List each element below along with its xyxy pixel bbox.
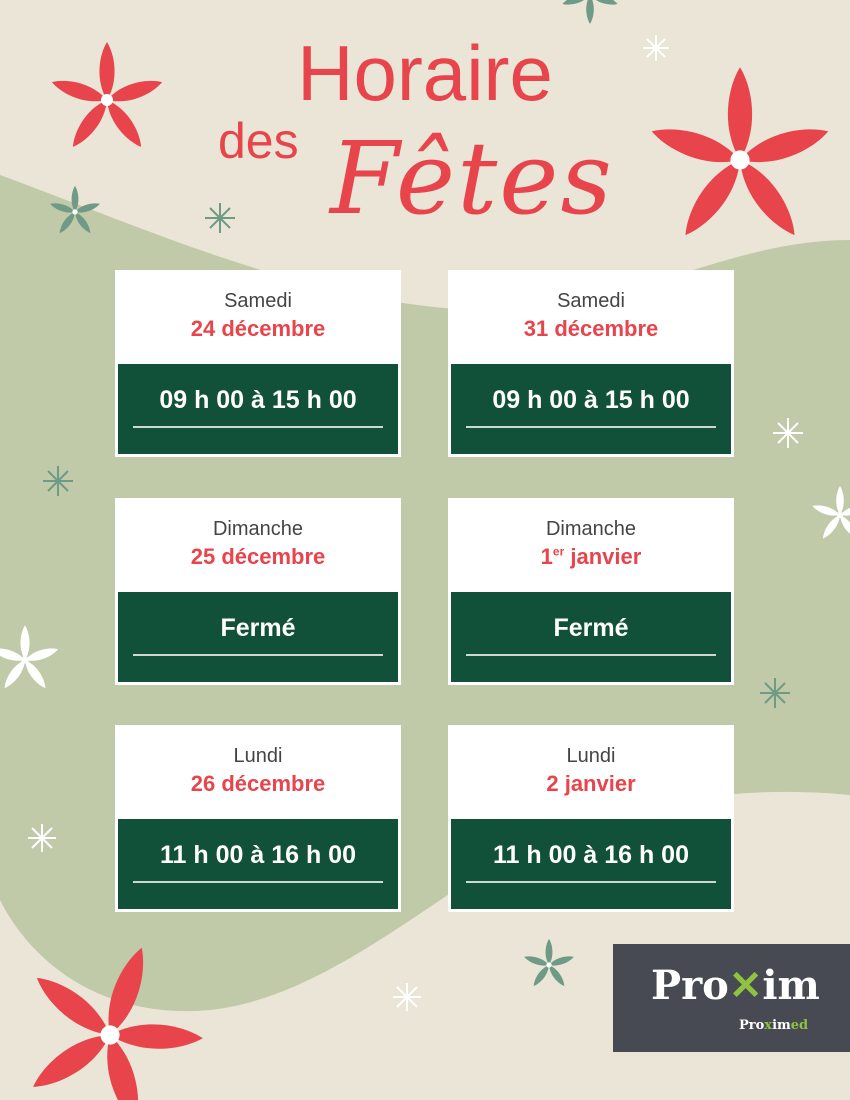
hours-box: 11 h 00 à 16 h 00 <box>451 819 731 909</box>
day-label: Lundi <box>566 745 616 767</box>
date-label: 1er janvier <box>540 544 642 569</box>
hours-text: 09 h 00 à 15 h 00 <box>492 386 690 414</box>
hours-text: 11 h 00 à 16 h 00 <box>493 841 689 869</box>
hours-box: 11 h 00 à 16 h 00 <box>118 819 398 909</box>
title-des: des <box>218 113 299 169</box>
proxim-logo: Pro✕im Proximed <box>613 944 850 1052</box>
hours-text: 11 h 00 à 16 h 00 <box>160 841 356 869</box>
hours-box: 09 h 00 à 15 h 00 <box>118 364 398 454</box>
hours-text: 09 h 00 à 15 h 00 <box>159 386 357 414</box>
schedule-card: Samedi 24 décembre 09 h 00 à 15 h 00 <box>115 270 401 457</box>
title-fetes: Fêtes <box>330 120 614 237</box>
title-horaire: Horaire <box>297 29 553 117</box>
poinsettia-icon <box>51 42 163 147</box>
date-label: 26 décembre <box>190 771 326 796</box>
day-label: Lundi <box>233 745 283 767</box>
schedule-card: Lundi 2 janvier 11 h 00 à 16 h 00 <box>448 725 734 912</box>
schedule-card: Dimanche 25 décembre Fermé <box>115 498 401 685</box>
hours-box: 09 h 00 à 15 h 00 <box>451 364 731 454</box>
sparkle-icon <box>28 35 803 1011</box>
day-label: Dimanche <box>212 518 304 540</box>
hours-box: Fermé <box>118 592 398 682</box>
hours-text: Fermé <box>220 614 296 642</box>
date-label: 24 décembre <box>190 316 326 341</box>
hours-text: Fermé <box>553 614 629 642</box>
sparkle-icon <box>43 203 790 708</box>
logo-brand: Pro✕im <box>651 962 820 1009</box>
schedule-card: Dimanche 1er janvier Fermé <box>448 498 734 685</box>
hours-box: Fermé <box>451 592 731 682</box>
date-label: 31 décembre <box>523 316 659 341</box>
date-label: 2 janvier <box>546 771 636 796</box>
schedule-card: Lundi 26 décembre 11 h 00 à 16 h 00 <box>115 725 401 912</box>
day-label: Samedi <box>224 290 292 312</box>
day-label: Samedi <box>557 290 625 312</box>
logo-sub: Proximed <box>739 1018 809 1033</box>
leaf-icon <box>523 938 575 989</box>
schedule-card: Samedi 31 décembre 09 h 00 à 15 h 00 <box>448 270 734 457</box>
date-label: 25 décembre <box>190 544 326 569</box>
day-label: Dimanche <box>545 518 637 540</box>
